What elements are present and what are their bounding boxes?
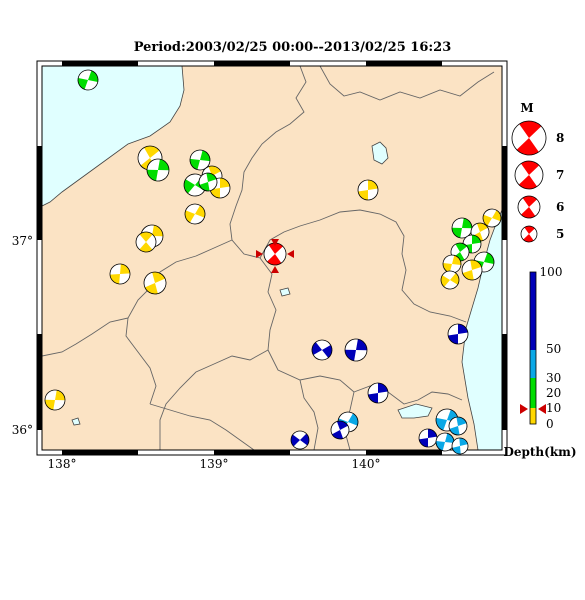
focal-mechanism-21 xyxy=(442,254,462,274)
depth-legend-label: Depth(km) xyxy=(503,445,576,459)
depth-tick-30: 30 xyxy=(546,371,561,385)
lake-kasumigaura xyxy=(397,403,433,419)
lake-small xyxy=(279,287,291,297)
prefecture-boundaries xyxy=(42,66,495,450)
magnitude-ball-5 xyxy=(520,225,538,243)
focal-mechanism-28 xyxy=(330,420,350,440)
focal-mechanism-26 xyxy=(367,382,389,404)
magnitude-label-8: 8 xyxy=(556,131,564,145)
focal-mechanism-13 xyxy=(357,179,379,201)
depth-colorbar xyxy=(520,271,546,425)
magnitude-ball-8 xyxy=(511,120,547,156)
focal-mechanism-31 xyxy=(448,416,468,436)
x-tick-139: 139° xyxy=(200,457,229,471)
depth-tick-20: 20 xyxy=(546,386,561,400)
magnitude-label-5: 5 xyxy=(556,227,564,241)
main-event-marker xyxy=(256,239,294,273)
focal-mechanism-8 xyxy=(184,203,206,225)
focal-mechanism-20 xyxy=(461,259,483,281)
focal-mechanism-33 xyxy=(435,432,455,452)
focal-mechanism-11 xyxy=(109,263,131,285)
magnitude-ball-6 xyxy=(517,195,541,219)
y-tick-36: 36° xyxy=(12,423,33,437)
map-title: Period:2003/02/25 00:00--2013/02/25 16:2… xyxy=(133,40,452,55)
main-event-focal-mechanism xyxy=(263,242,287,266)
focal-mechanism-12 xyxy=(143,271,167,295)
focal-mechanism-7 xyxy=(198,172,218,192)
magnitude-ball-7 xyxy=(514,160,544,190)
magnitude-label-7: 7 xyxy=(556,168,564,182)
y-tick-37: 37° xyxy=(12,234,33,248)
depth-tick-10: 10 xyxy=(546,401,561,415)
focal-mechanisms xyxy=(44,69,502,455)
magnitude-label-6: 6 xyxy=(556,200,564,214)
lake-small-2 xyxy=(71,417,81,426)
depth-tick-0: 0 xyxy=(546,417,554,431)
depth-tick-50: 50 xyxy=(546,342,561,356)
focal-mechanism-10 xyxy=(135,231,157,253)
depth-tick-100: 100 xyxy=(540,265,563,279)
focal-mechanism-22 xyxy=(440,270,460,290)
focal-mechanism-23 xyxy=(447,323,469,345)
focal-mechanism-32 xyxy=(418,428,438,448)
sea-of-japan xyxy=(42,66,185,207)
focal-mechanism-24 xyxy=(311,339,333,361)
focal-mechanism-25 xyxy=(344,338,368,362)
focal-mechanism-16 xyxy=(482,208,502,228)
magnitude-legend xyxy=(511,120,547,243)
focal-mechanism-0 xyxy=(77,69,99,91)
lake-inawashiro xyxy=(371,141,389,165)
focal-mechanism-3 xyxy=(189,149,211,171)
focal-mechanism-29 xyxy=(290,430,310,450)
magnitude-legend-heading: M xyxy=(520,101,533,115)
focal-mechanism-2 xyxy=(146,158,170,182)
frame-ticks xyxy=(37,61,507,455)
x-tick-138: 138° xyxy=(48,457,77,471)
focal-mechanism-1 xyxy=(137,145,163,171)
focal-mechanism-34 xyxy=(451,437,469,455)
x-tick-140: 140° xyxy=(352,457,381,471)
focal-mechanism-35 xyxy=(44,389,66,411)
